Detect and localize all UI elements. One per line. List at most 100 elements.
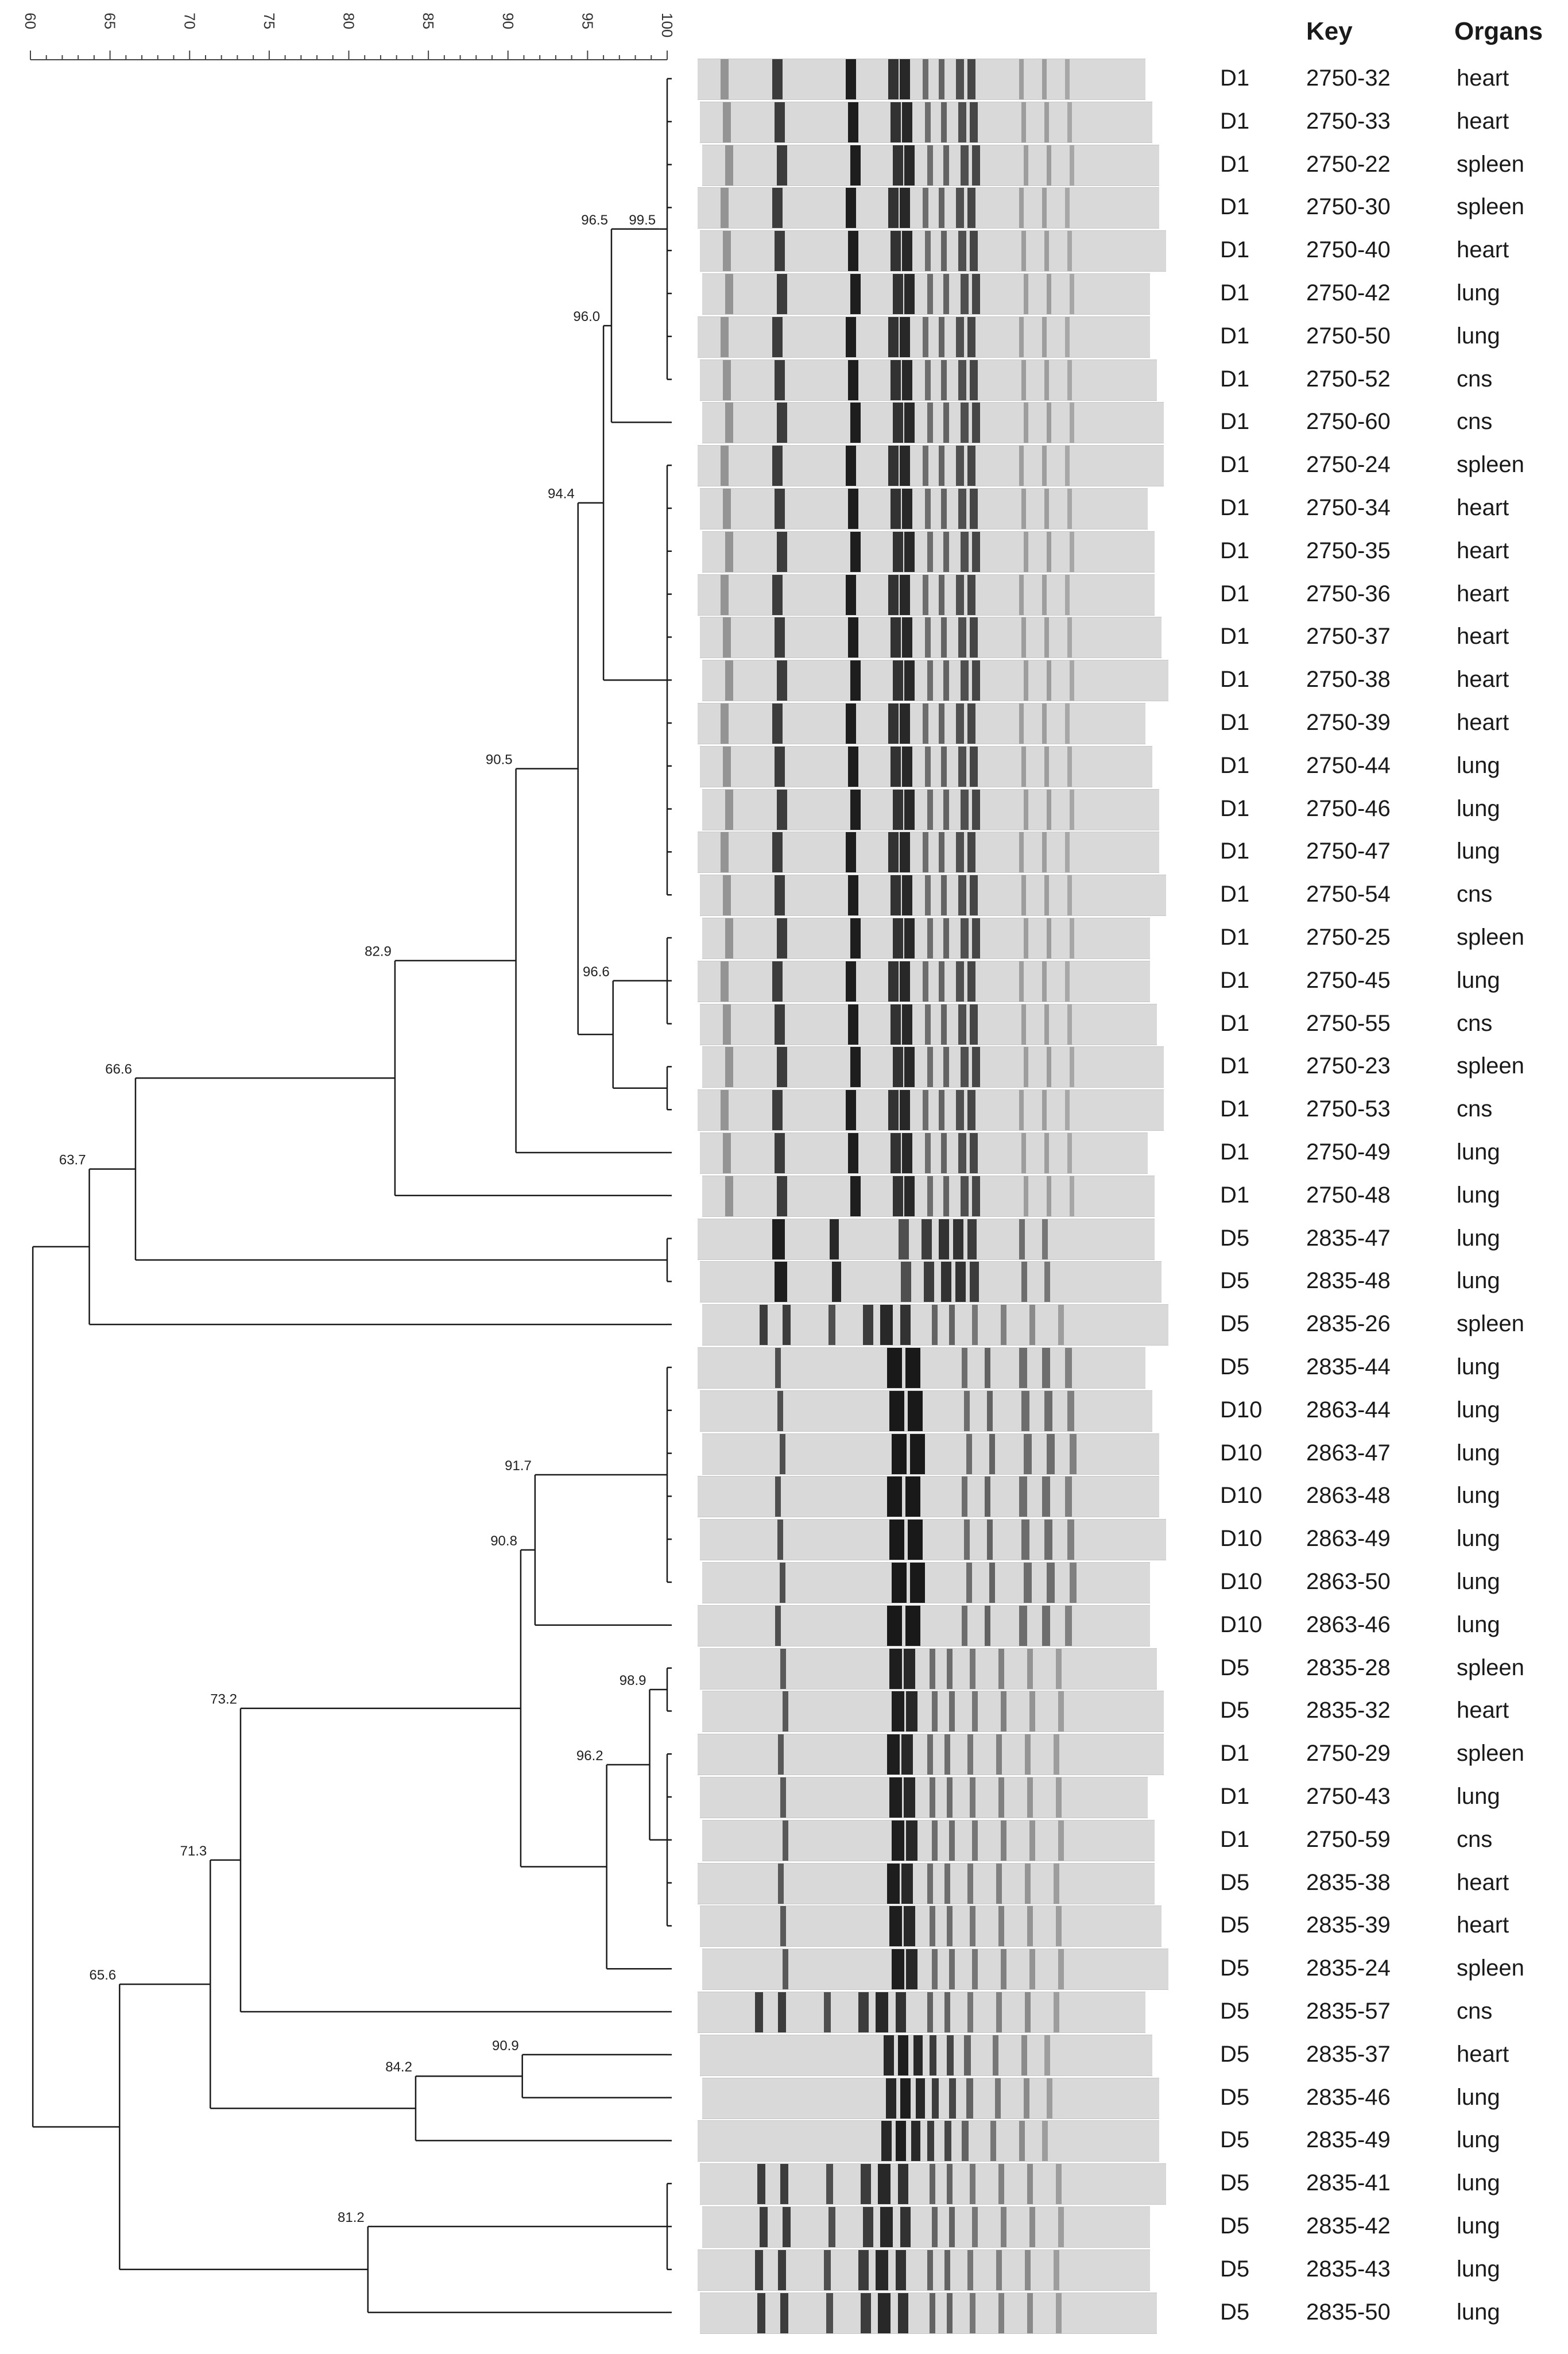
gel-band: [775, 746, 785, 787]
sample-row: D1 2750-42 lung: [689, 272, 1568, 315]
gel-band: [1065, 574, 1070, 615]
sample-day: D10: [1220, 1483, 1263, 1509]
gel-band: [826, 2293, 833, 2333]
sample-key: 2835-26: [1306, 1311, 1391, 1337]
gel-band: [846, 832, 856, 873]
gel-band: [1019, 2121, 1025, 2162]
gel-band: [1065, 446, 1070, 486]
sample-key: 2835-24: [1306, 1955, 1391, 1981]
sample-key: 2750-24: [1306, 452, 1391, 478]
gel-lane: [700, 2034, 1152, 2076]
gel-band: [927, 145, 933, 185]
gel-band: [772, 704, 783, 744]
sample-day: D1: [1220, 1826, 1250, 1852]
gel-band: [905, 1476, 920, 1517]
gel-band: [932, 2207, 938, 2247]
sample-day: D1: [1220, 323, 1250, 349]
gel-band: [850, 1176, 861, 1216]
node-similarity-label: 91.7: [505, 1458, 532, 1474]
gel-band: [927, 789, 933, 830]
gel-band: [944, 1863, 950, 1904]
gel-band: [892, 1949, 904, 1990]
gel-band: [777, 660, 787, 701]
gel-band: [1058, 1305, 1064, 1346]
sample-row: D1 2750-32 heart: [689, 57, 1568, 101]
gel-band: [1025, 1734, 1031, 1775]
gel-band: [1070, 274, 1074, 314]
gel-band: [1067, 1520, 1074, 1560]
gel-band: [1054, 1734, 1059, 1775]
gel-band: [947, 1777, 953, 1818]
gel-band: [932, 2078, 939, 2119]
gel-band: [958, 875, 966, 916]
gel-lane: [702, 1433, 1159, 1475]
gel-band: [961, 789, 969, 830]
gel-band: [1047, 1563, 1055, 1603]
gel-band: [1019, 1090, 1024, 1131]
gel-band: [772, 574, 783, 615]
gel-lane: [698, 187, 1159, 229]
gel-band: [832, 1262, 841, 1302]
gel-band: [925, 746, 931, 787]
gel-band: [1021, 746, 1026, 787]
gel-band: [1024, 918, 1028, 958]
gel-band: [850, 145, 861, 185]
sample-row: D5 2835-43 lung: [689, 2248, 1568, 2291]
gel-band: [1044, 1133, 1049, 1173]
sample-row: D1 2750-46 lung: [689, 788, 1568, 831]
sample-row: D1 2750-35 heart: [689, 530, 1568, 573]
gel-band: [1019, 316, 1024, 357]
gel-band: [911, 2121, 920, 2162]
sample-organ: heart: [1457, 667, 1509, 693]
sample-key: 2750-33: [1306, 108, 1391, 134]
gel-band: [1021, 1133, 1026, 1173]
gel-band: [772, 59, 783, 99]
gel-lane: [702, 1175, 1155, 1217]
sample-day: D10: [1220, 1397, 1263, 1423]
gel-band: [846, 188, 856, 229]
gel-band: [1067, 617, 1072, 658]
gel-band: [1070, 145, 1074, 185]
node-similarity-label: 94.4: [548, 486, 575, 502]
gel-band: [985, 1348, 990, 1388]
gel-band: [848, 746, 858, 787]
gel-band: [1065, 59, 1070, 99]
gel-band: [972, 918, 980, 958]
gel-band: [775, 1605, 781, 1646]
gel-band: [927, 1734, 933, 1775]
gel-band: [1047, 531, 1051, 572]
gel-band: [780, 1563, 785, 1603]
sample-organ: heart: [1457, 2041, 1509, 2067]
gel-band: [927, 660, 933, 701]
gel-band: [989, 1563, 995, 1603]
sample-organ: lung: [1457, 967, 1500, 993]
gel-band: [904, 1047, 915, 1088]
gel-band: [1021, 1262, 1027, 1302]
sample-row: D1 2750-60 cns: [689, 401, 1568, 444]
gel-band: [1001, 1691, 1006, 1732]
gel-band: [962, 2121, 969, 2162]
sample-key: 2750-53: [1306, 1096, 1391, 1122]
gel-band: [1042, 1219, 1048, 1259]
node-similarity-label: 73.2: [210, 1692, 237, 1707]
sample-day: D1: [1220, 237, 1250, 263]
gel-band: [930, 1648, 935, 1689]
gel-band: [927, 403, 933, 443]
gel-band: [967, 1219, 977, 1259]
sample-organ: spleen: [1457, 1741, 1524, 1767]
gel-band: [956, 59, 964, 99]
gel-band: [943, 403, 949, 443]
gel-band: [775, 360, 785, 400]
sample-key: 2750-44: [1306, 752, 1391, 778]
gel-band: [846, 316, 856, 357]
scale-tick-label: 80: [340, 13, 358, 29]
gel-band: [858, 1992, 869, 2032]
organs-header: Organs: [1454, 17, 1543, 45]
gel-lane: [702, 1304, 1168, 1346]
sample-key: 2750-49: [1306, 1139, 1391, 1165]
gel-band: [925, 231, 931, 272]
gel-band: [887, 1863, 900, 1904]
sample-key: 2750-42: [1306, 280, 1391, 306]
gel-band: [1024, 789, 1028, 830]
gel-band: [930, 1777, 935, 1818]
